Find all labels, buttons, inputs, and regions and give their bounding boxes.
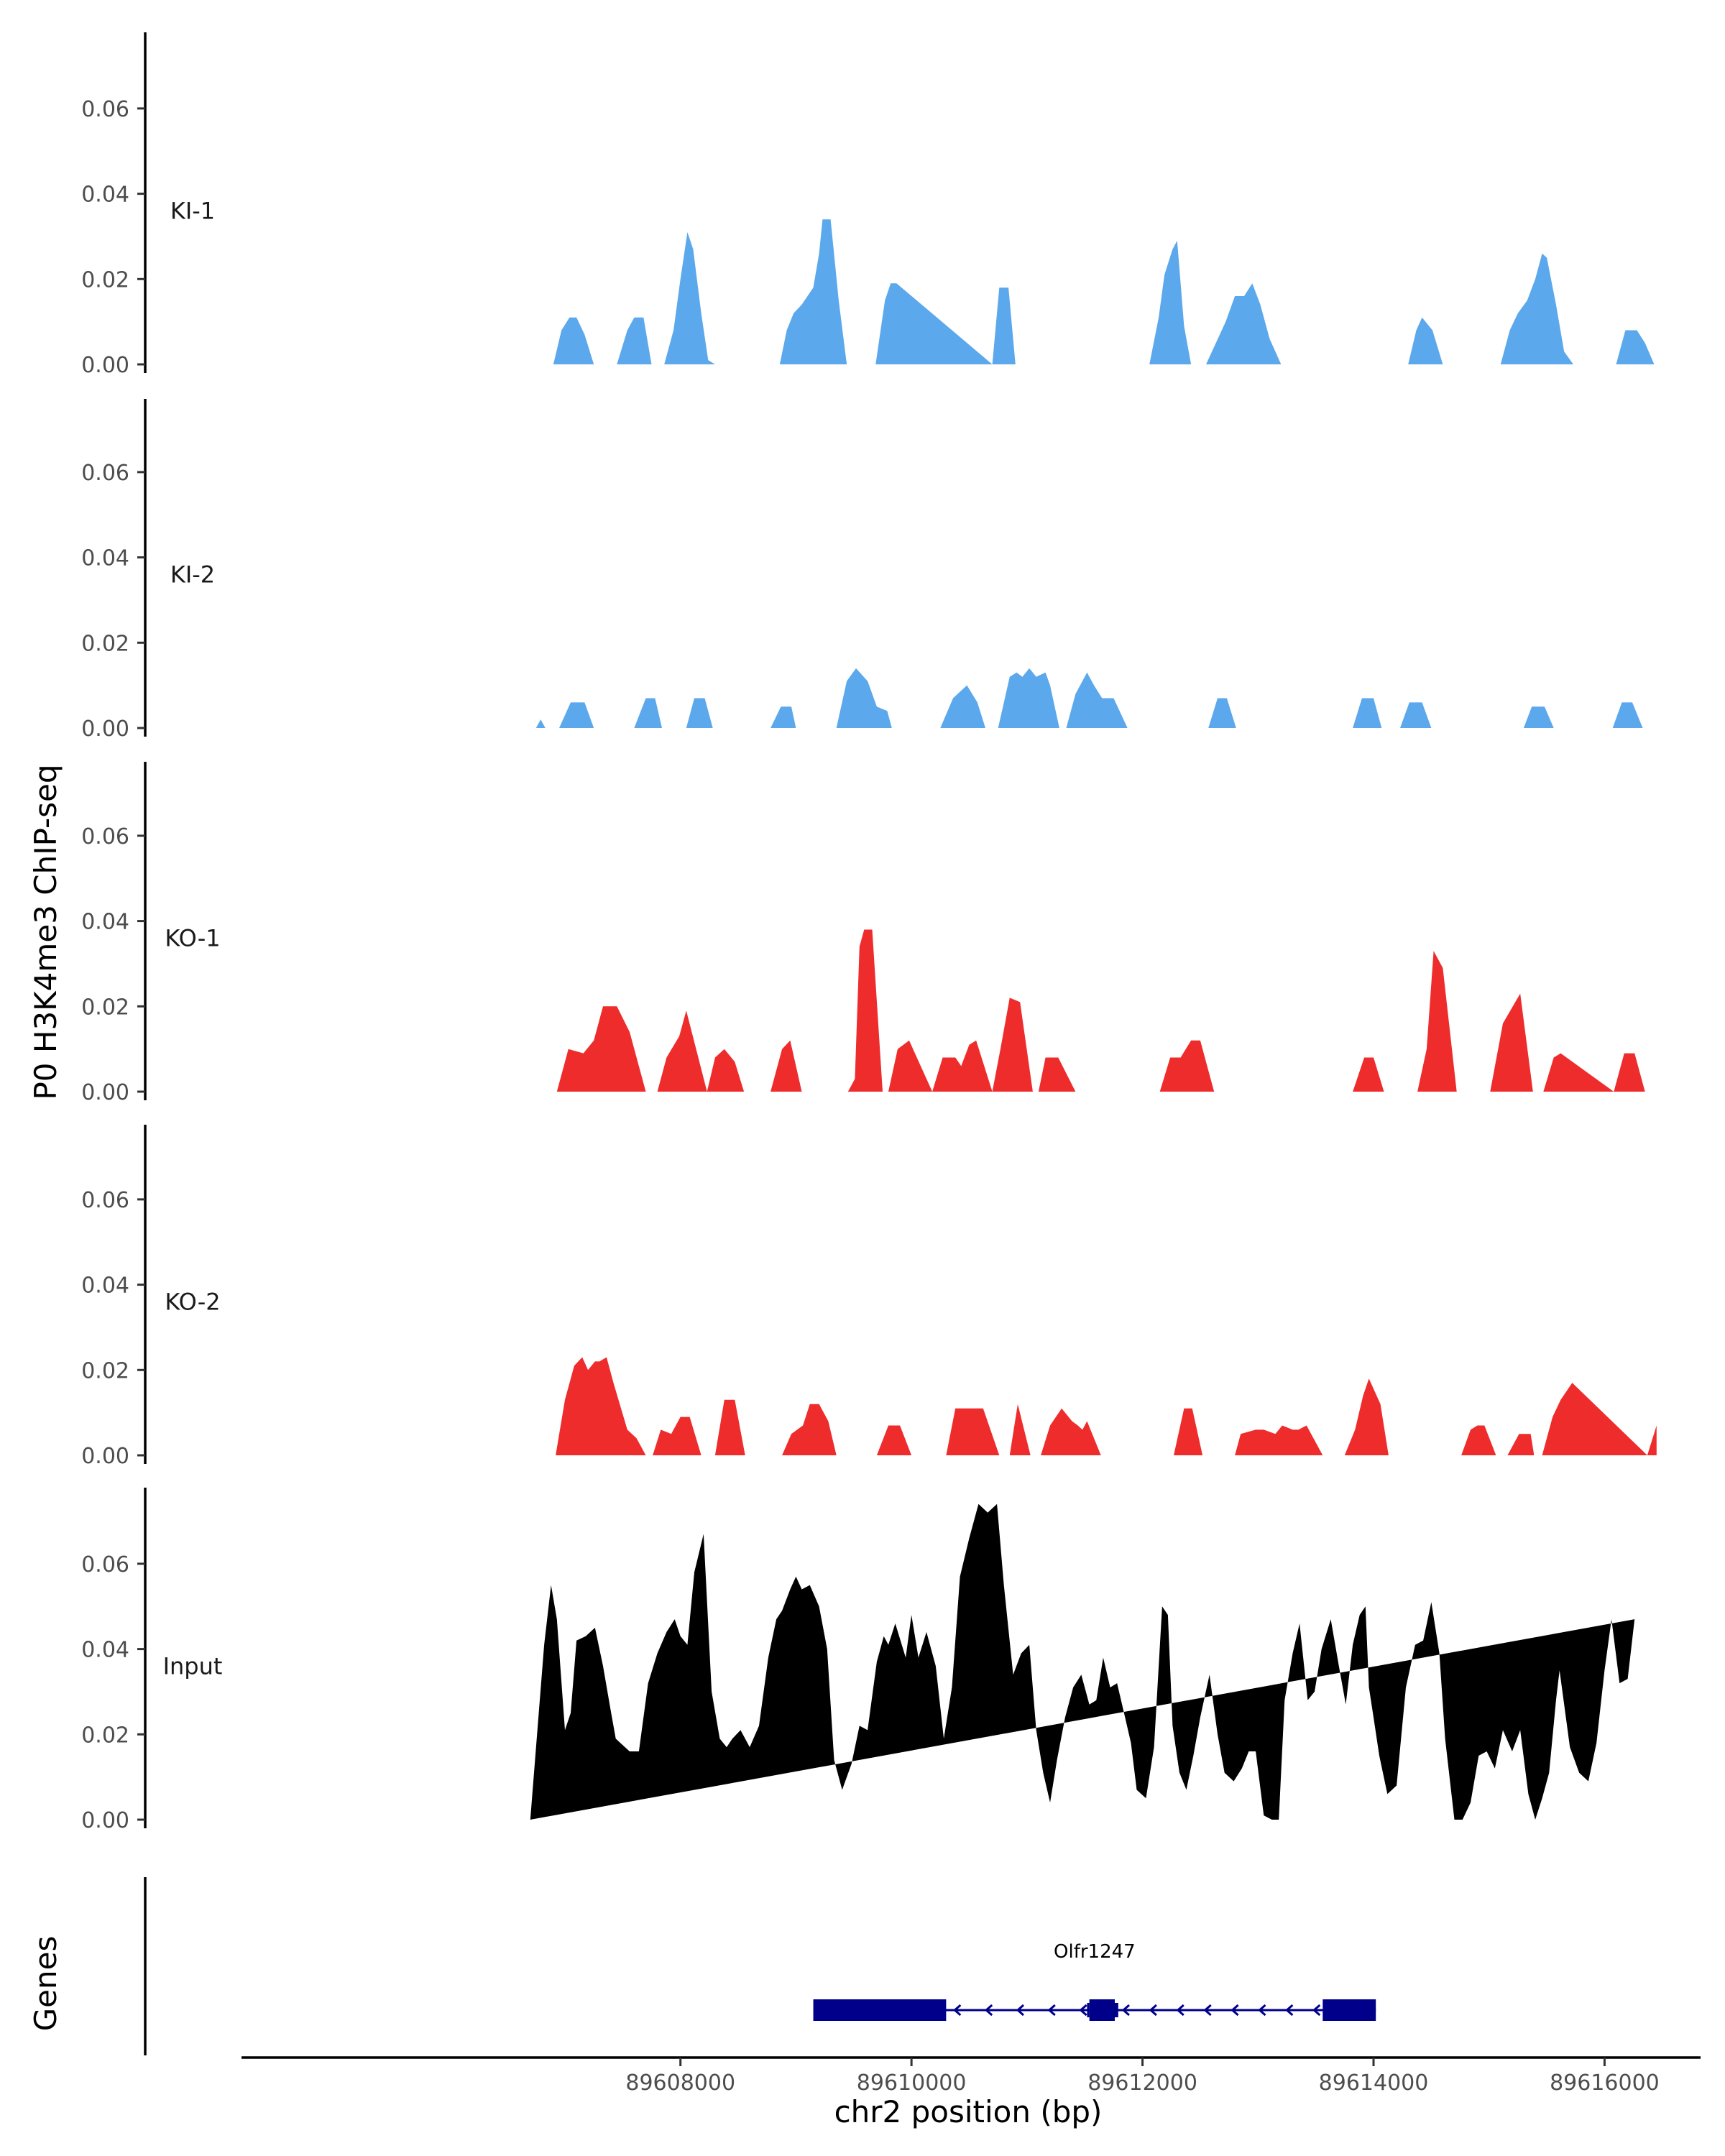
strand-arrow xyxy=(1079,2004,1087,2017)
exon-block xyxy=(1322,1999,1376,2021)
exon-block xyxy=(813,1999,947,2021)
y-tick-label: 0.00 xyxy=(81,353,129,378)
utr-block xyxy=(1087,2003,1090,2017)
y-tick-label: 0.00 xyxy=(81,717,129,742)
strand-arrow xyxy=(1121,2004,1130,2017)
y-tick-label: 0.00 xyxy=(81,1444,129,1469)
y-tick-label: 0.02 xyxy=(81,267,129,292)
y-tick-label: 0.02 xyxy=(81,631,129,656)
strand-arrow xyxy=(1047,2004,1056,2017)
strand-arrow xyxy=(1230,2004,1239,2017)
strand-arrow xyxy=(1285,2004,1294,2017)
x-tick-label: 89612000 xyxy=(1087,2070,1197,2096)
exon-block xyxy=(1089,1999,1115,2021)
strand-arrow xyxy=(1176,2004,1184,2017)
y-tick-label: 0.04 xyxy=(81,546,129,571)
strand-arrow xyxy=(984,2004,993,2017)
y-tick-label: 0.04 xyxy=(81,183,129,208)
y-tick-label: 0.06 xyxy=(81,1552,129,1577)
y-tick-label: 0.02 xyxy=(81,1723,129,1748)
x-tick-label: 89608000 xyxy=(625,2070,735,2096)
y-tick-label: 0.06 xyxy=(81,824,129,849)
y-tick-label: 0.04 xyxy=(81,910,129,935)
y-tick-label: 0.04 xyxy=(81,1273,129,1299)
strand-arrow xyxy=(1149,2004,1157,2017)
gene-track: Olfr1247 xyxy=(144,1877,1376,2055)
signal-area-ko-1 xyxy=(556,929,1645,1092)
y-tick-label: 0.02 xyxy=(81,995,129,1020)
track-ko-1: 0.00 0.02 0.04 0.06 KO-1 xyxy=(81,762,1645,1105)
signal-area-ki-1 xyxy=(553,219,1655,364)
strand-arrow xyxy=(1016,2004,1024,2017)
tracks-layer: 0.00 0.02 0.04 0.06 KI-1 0.00 0.02 0.04 0.06 KI-2… xyxy=(81,32,1657,1833)
y-tick-label: 0.06 xyxy=(81,97,129,122)
utr-block xyxy=(1115,2003,1118,2017)
track-ki-1: 0.00 0.02 0.04 0.06 KI-1 xyxy=(81,32,1655,378)
signal-area-input xyxy=(530,1503,1635,1820)
y-tick-label: 0.00 xyxy=(81,1808,129,1833)
track-label: KI-2 xyxy=(170,561,215,589)
signal-area-ki-2 xyxy=(535,668,1643,728)
y-axis-title: P0 H3K4me3 ChIP-seq xyxy=(28,764,63,1100)
strand-arrow xyxy=(1203,2004,1212,2017)
track-input: 0.00 0.02 0.04 0.06 Input xyxy=(81,1488,1635,1833)
y-tick-label: 0.06 xyxy=(81,461,129,486)
x-axis-title: chr2 position (bp) xyxy=(834,2094,1103,2129)
gene-name-label: Olfr1247 xyxy=(1054,1941,1136,1963)
x-tick-label: 89614000 xyxy=(1319,2070,1429,2096)
y-tick-label: 0.06 xyxy=(81,1188,129,1213)
track-label: KO-1 xyxy=(165,925,220,952)
strand-arrow xyxy=(953,2004,962,2017)
x-tick-label: 89610000 xyxy=(857,2070,967,2096)
strand-arrow xyxy=(1258,2004,1266,2017)
track-label: Input xyxy=(163,1653,223,1680)
genes-axis-title: Genes xyxy=(28,1936,63,2032)
track-ki-2: 0.00 0.02 0.04 0.06 KI-2 xyxy=(81,399,1643,742)
y-tick-label: 0.04 xyxy=(81,1638,129,1663)
x-axis: 89608000 89610000 89612000 89614000 89616000 xyxy=(242,2056,1701,2096)
track-label: KO-2 xyxy=(165,1289,220,1316)
x-tick-label: 89616000 xyxy=(1550,2070,1660,2096)
y-tick-label: 0.00 xyxy=(81,1080,129,1105)
strand-arrow xyxy=(1312,2004,1321,2017)
track-ko-2: 0.00 0.02 0.04 0.06 KO-2 xyxy=(81,1125,1657,1469)
y-tick-label: 0.02 xyxy=(81,1358,129,1383)
signal-area-ko-2 xyxy=(556,1357,1657,1455)
track-label: KI-1 xyxy=(170,198,215,225)
